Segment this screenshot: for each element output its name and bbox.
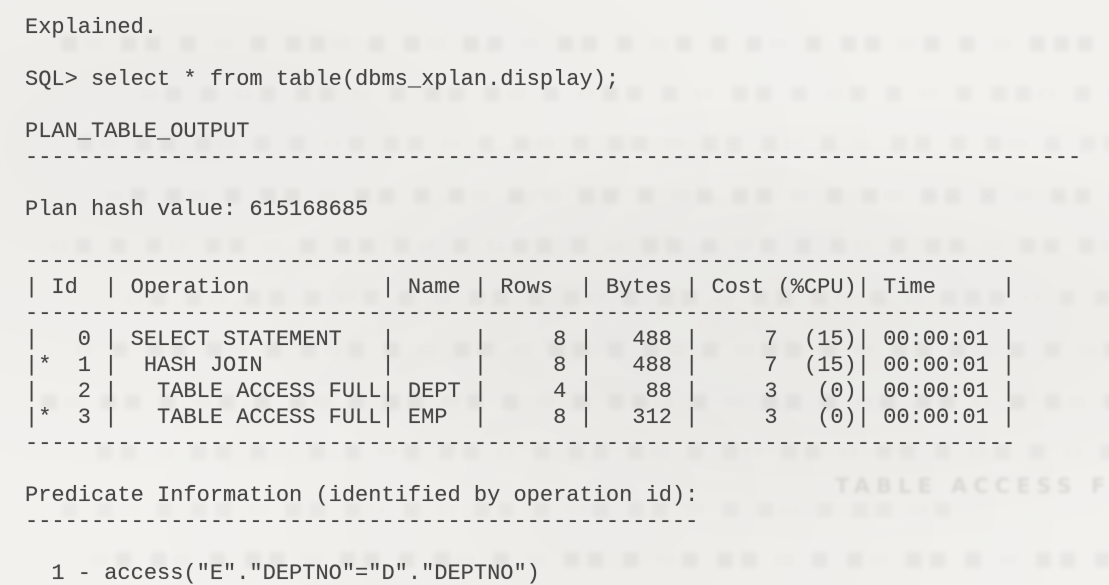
predicate-info-underline: ----------------------------------------… [25,509,699,534]
blank-line [25,457,1081,483]
blank-line [25,223,1081,249]
plan-hash-value-line: Plan hash value: 615168685 [25,197,369,222]
predicate-info-title: Predicate Information (identified by ope… [25,483,699,508]
plan-table-row-2: | 2 | TABLE ACCESS FULL| DEPT | 4 | 88 |… [25,379,1016,404]
blank-line [25,41,1081,67]
explained-message: Explained. [25,15,158,40]
plan-table-output-label: PLAN_TABLE_OUTPUT [25,119,250,144]
plan-table-row-0: | 0 | SELECT STATEMENT | | 8 | 488 | 7 (… [25,327,1016,352]
plan-table-header-row: | Id | Operation | Name | Rows | Bytes |… [25,275,1016,300]
plan-table-bottom-border: ----------------------------------------… [25,431,1016,456]
output-separator-line: ----------------------------------------… [25,145,1082,170]
plan-table-row-1: |* 1 | HASH JOIN | | 8 | 488 | 7 (15)| 0… [25,353,1016,378]
blank-line [25,93,1081,119]
plan-table-top-border: ----------------------------------------… [25,249,1016,274]
plan-table-header-border: ----------------------------------------… [25,301,1016,326]
sqlplus-plan-output: Explained. SQL> select * from table(dbms… [25,15,1081,585]
sql-query-line: SQL> select * from table(dbms_xplan.disp… [25,67,620,92]
predicate-info-entry: 1 - access("E"."DEPTNO"="D"."DEPTNO") [25,561,540,585]
blank-line [25,171,1081,197]
blank-line [25,535,1081,561]
plan-table-row-3: |* 3 | TABLE ACCESS FULL| EMP | 8 | 312 … [25,405,1016,430]
